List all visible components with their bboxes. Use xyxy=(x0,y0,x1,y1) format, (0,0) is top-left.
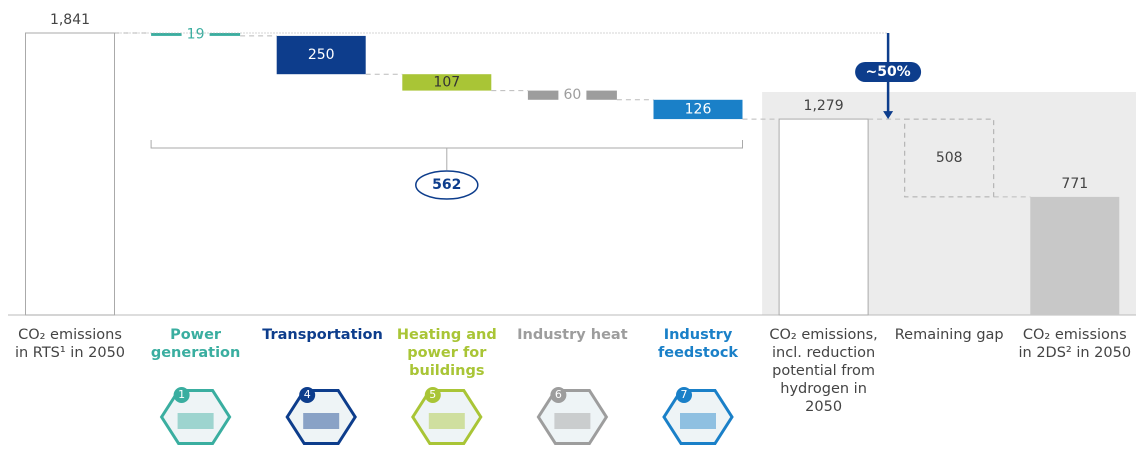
value-label: 508 xyxy=(936,150,963,166)
value-label: 1,841 xyxy=(50,12,90,28)
bracket-total: 562 xyxy=(432,177,461,193)
value-label: 19 xyxy=(187,26,205,42)
icon-number: 1 xyxy=(178,388,185,401)
icon-number: 7 xyxy=(681,388,688,401)
annotation: ~50% xyxy=(865,64,910,80)
category-label: Heating and power for buildings xyxy=(388,326,506,380)
icon-building xyxy=(680,413,716,429)
category-label: CO₂ emissions in 2DS² in 2050 xyxy=(1016,326,1134,362)
bar xyxy=(26,33,115,315)
value-label: 107 xyxy=(433,74,460,90)
page: 1,841 19 250 107 60 126 1,279 508 771 ~50% 562 1 4 5 6… xyxy=(0,0,1136,466)
icon-building xyxy=(429,413,465,429)
value-label: 771 xyxy=(1061,176,1088,192)
category-label: Power generation xyxy=(137,326,255,362)
value-label: 250 xyxy=(308,47,335,63)
icon-number: 5 xyxy=(429,388,436,401)
icon-number: 6 xyxy=(555,388,562,401)
bar xyxy=(779,119,868,315)
icon-building xyxy=(178,413,214,429)
category-label: Industry feedstock xyxy=(639,326,757,362)
bracket xyxy=(151,140,742,170)
category-label: Transportation xyxy=(262,326,380,344)
value-label: 1,279 xyxy=(804,98,844,114)
icon-building xyxy=(554,413,590,429)
icon-building xyxy=(303,413,339,429)
bar xyxy=(1030,197,1119,315)
icon-number: 4 xyxy=(304,388,311,401)
category-label: Industry heat xyxy=(513,326,631,344)
category-label: CO₂ emissions in RTS¹ in 2050 xyxy=(11,326,129,362)
value-label: 126 xyxy=(685,101,712,117)
category-label: Remaining gap xyxy=(890,326,1008,344)
value-label: 60 xyxy=(563,87,581,103)
chart: 1,841 19 250 107 60 126 1,279 508 771 ~50% 562 1 4 5 6… xyxy=(0,0,1136,466)
category-label: CO₂ emissions, incl. reduction potential… xyxy=(765,326,883,416)
